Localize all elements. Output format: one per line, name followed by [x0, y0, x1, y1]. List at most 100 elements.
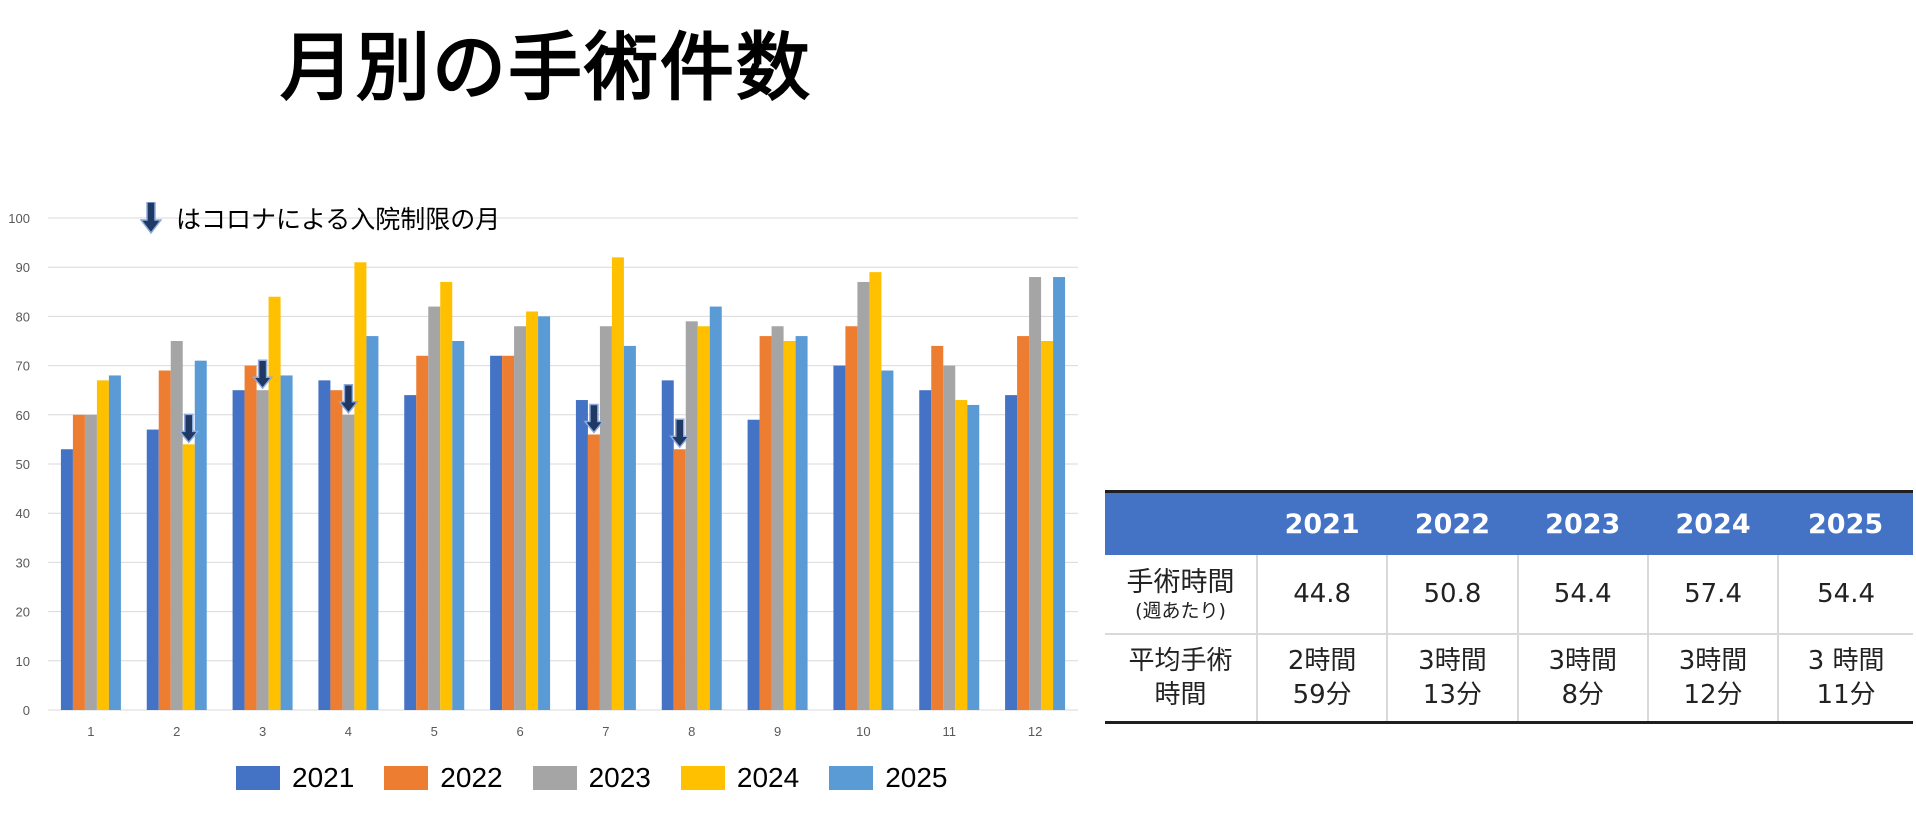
bar-2023-7: [599, 326, 612, 710]
table-cell: 54.4: [1778, 555, 1913, 635]
bar-2023-10: [857, 281, 870, 710]
table-row: 手術時間 (週あたり) 44.8 50.8 54.4 57.4 54.4: [1105, 555, 1913, 635]
x-tick-label: 5: [431, 724, 438, 739]
bar-2023-8: [685, 321, 698, 710]
bar-2022-12: [1017, 336, 1030, 710]
table-cell: 3時間 12分: [1647, 634, 1780, 724]
bar-2022-10: [845, 326, 858, 710]
table-header-row: 2021 2022 2023 2024 2025: [1105, 490, 1913, 555]
legend-swatch: [532, 766, 577, 790]
bar-2021-12: [1005, 395, 1018, 710]
table-cell: 54.4: [1517, 555, 1649, 635]
restriction-note-text: はコロナによる入院制限の月: [176, 205, 501, 234]
legend-label: 2023: [588, 762, 651, 793]
bar-2024-11: [955, 400, 968, 710]
bar-2025-11: [967, 404, 980, 710]
cell-line2: 59分: [1292, 680, 1352, 710]
chart-legend: 2021 2022 2023 2024 2025: [236, 760, 977, 796]
cell-line2: 8分: [1561, 680, 1605, 710]
bar-2021-7: [575, 400, 588, 710]
bar-2024-10: [869, 272, 882, 710]
bar-2023-5: [428, 306, 441, 710]
legend-item-2023: 2023: [532, 762, 651, 794]
table-row: 平均手術 時間 2時間 59分 3時間 13分 3時間 8分 3時間 12分 3…: [1105, 634, 1913, 724]
legend-item-2025: 2025: [829, 762, 947, 794]
y-tick-label: 90: [16, 260, 30, 275]
bar-2025-3: [280, 375, 293, 710]
bar-2025-2: [194, 360, 207, 710]
table-cell: 44.8: [1257, 555, 1389, 635]
table-cell: 50.8: [1387, 555, 1519, 635]
bar-2024-5: [440, 281, 453, 710]
bar-2022-5: [416, 355, 429, 710]
cell-line2: 11分: [1816, 680, 1876, 710]
bar-2022-7: [587, 434, 600, 710]
bar-2025-6: [538, 316, 551, 710]
x-tick-label: 2: [173, 724, 180, 739]
cell-line1: 2時間: [1287, 646, 1357, 676]
y-tick-label: 80: [16, 309, 30, 324]
bar-2022-6: [502, 355, 515, 710]
bar-2023-9: [771, 326, 784, 710]
y-tick-label: 40: [16, 506, 30, 521]
bar-2023-2: [170, 341, 183, 710]
down-arrow-icon: [583, 403, 605, 434]
x-tick-label: 9: [774, 724, 781, 739]
down-arrow-icon: [252, 359, 274, 390]
table-header-cell: 2025: [1778, 490, 1913, 555]
table-header-cell: 2024: [1647, 490, 1779, 555]
surgery-stats-table: 2021 2022 2023 2024 2025 手術時間 (週あたり) 44.…: [1105, 490, 1913, 724]
cell-line2: 13分: [1422, 680, 1482, 710]
bar-2025-7: [623, 345, 636, 710]
y-tick-label: 50: [16, 457, 30, 472]
bar-2023-12: [1029, 277, 1042, 710]
bar-2025-9: [795, 336, 808, 710]
legend-swatch: [236, 766, 280, 790]
bar-2024-6: [526, 311, 539, 710]
bar-2024-9: [783, 341, 796, 710]
cell-line1: 3時間: [1548, 646, 1618, 676]
bar-2025-5: [452, 341, 465, 710]
x-tick-label: 10: [856, 724, 870, 739]
table-cell: 3 時間 11分: [1778, 634, 1913, 724]
bar-2022-1: [72, 414, 85, 710]
x-tick-label: 1: [87, 724, 94, 739]
x-tick-label: 3: [259, 724, 266, 739]
bar-2024-2: [182, 444, 195, 710]
legend-swatch: [384, 766, 429, 790]
bar-2025-4: [366, 336, 379, 710]
page-title: 月別の手術件数: [280, 25, 812, 111]
cell-line1: 3 時間: [1807, 646, 1885, 676]
bar-2025-8: [709, 306, 722, 710]
legend-item-2022: 2022: [384, 762, 503, 794]
bar-2021-8: [661, 380, 674, 710]
cell-line1: 3時間: [1678, 646, 1748, 676]
x-tick-label: 4: [345, 724, 352, 739]
legend-label: 2021: [292, 762, 355, 793]
row-label-line2: 時間: [1154, 680, 1207, 710]
bar-2022-3: [244, 365, 257, 710]
y-tick-label: 30: [16, 555, 30, 570]
bar-2021-5: [404, 395, 417, 710]
bar-2023-1: [84, 414, 97, 710]
table-header-cell: [1105, 490, 1257, 555]
bar-2021-10: [833, 365, 846, 710]
row-header-surgery-time: 手術時間 (週あたり): [1105, 555, 1258, 635]
bar-2021-9: [747, 419, 760, 710]
x-tick-label: 7: [602, 724, 609, 739]
down-arrow-icon: [669, 418, 691, 449]
cell-line2: 12分: [1683, 680, 1743, 710]
down-arrow-icon: [178, 413, 200, 444]
bar-2022-2: [158, 370, 171, 710]
bar-2025-1: [108, 375, 121, 710]
bar-2021-11: [919, 390, 932, 710]
bar-2023-6: [514, 326, 527, 710]
table-cell: 57.4: [1647, 555, 1780, 635]
legend-label: 2025: [885, 762, 948, 793]
legend-item-2024: 2024: [680, 762, 800, 794]
bar-2024-7: [611, 257, 624, 710]
legend-label: 2024: [736, 762, 800, 793]
bar-2024-1: [96, 380, 109, 710]
x-tick-label: 11: [943, 724, 957, 739]
